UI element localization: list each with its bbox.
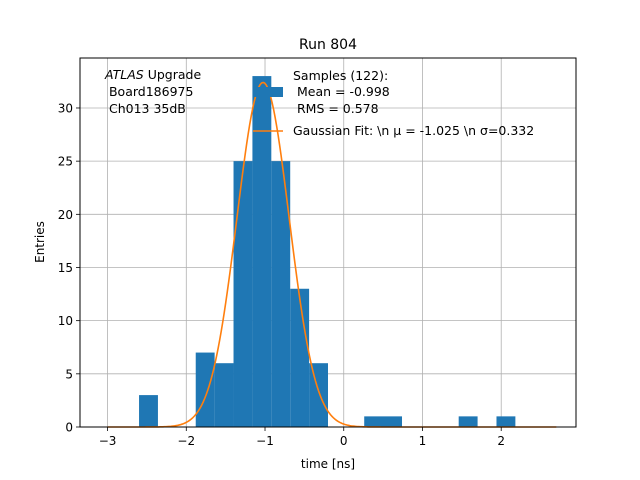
upgrade-label: Upgrade: [144, 67, 202, 82]
x-tick-label: 2: [497, 434, 505, 448]
legend-samples-rms: RMS = 0.578: [293, 101, 379, 116]
x-tick-label: −2: [177, 434, 195, 448]
x-axis-label: time [ns]: [301, 457, 355, 471]
y-tick-label: 0: [65, 421, 73, 435]
histogram-bar: [233, 161, 253, 428]
x-tick-label: −1: [256, 434, 274, 448]
y-tick-label: 30: [58, 101, 73, 115]
y-tick-label: 25: [58, 155, 73, 169]
y-tick-label: 10: [58, 314, 73, 328]
chart-title: Run 804: [299, 37, 357, 53]
channel-label: Ch013 35dB: [105, 101, 186, 116]
atlas-annotation: ATLAS Upgrade Board186975 Ch013 35dB: [104, 67, 201, 116]
histogram-bar: [195, 352, 215, 427]
x-tick-label: 1: [419, 434, 427, 448]
legend-samples-mean: Mean = -0.998: [293, 84, 390, 99]
histogram-bar: [309, 363, 328, 427]
y-tick-label: 5: [65, 367, 73, 381]
svg-text:ATLAS Upgrade: ATLAS Upgrade: [104, 67, 201, 82]
legend-samples-title: Samples (122):: [293, 68, 388, 83]
histogram-bar: [290, 288, 310, 427]
histogram-bars: [139, 76, 516, 428]
atlas-label: ATLAS: [104, 67, 144, 82]
y-tick-label: 15: [58, 261, 73, 275]
plot-frame: [79, 57, 577, 428]
histogram-bar: [271, 161, 291, 428]
legend-samples-swatch: [253, 87, 283, 97]
y-tick-label: 20: [58, 208, 73, 222]
y-axis-label: Entries: [33, 221, 47, 263]
y-axis-ticks: 0 5 10 15 20 25 30: [58, 101, 80, 435]
histogram-bar: [496, 416, 516, 427]
histogram-bar: [252, 76, 272, 427]
x-tick-label: 0: [340, 434, 348, 448]
histogram-bar: [139, 395, 158, 427]
histogram-bar: [458, 416, 478, 427]
x-axis-ticks: −3 −2 −1 0 1 2: [99, 427, 505, 448]
board-label: Board186975: [105, 84, 193, 99]
histogram-bar: [214, 363, 234, 427]
histogram-bar: [364, 416, 403, 427]
x-tick-label: −3: [99, 434, 117, 448]
legend: Samples (122): Mean = -0.998 RMS = 0.578…: [253, 68, 534, 138]
legend-fit-label: Gaussian Fit: \n μ = -1.025 \n σ=0.332: [293, 123, 534, 138]
